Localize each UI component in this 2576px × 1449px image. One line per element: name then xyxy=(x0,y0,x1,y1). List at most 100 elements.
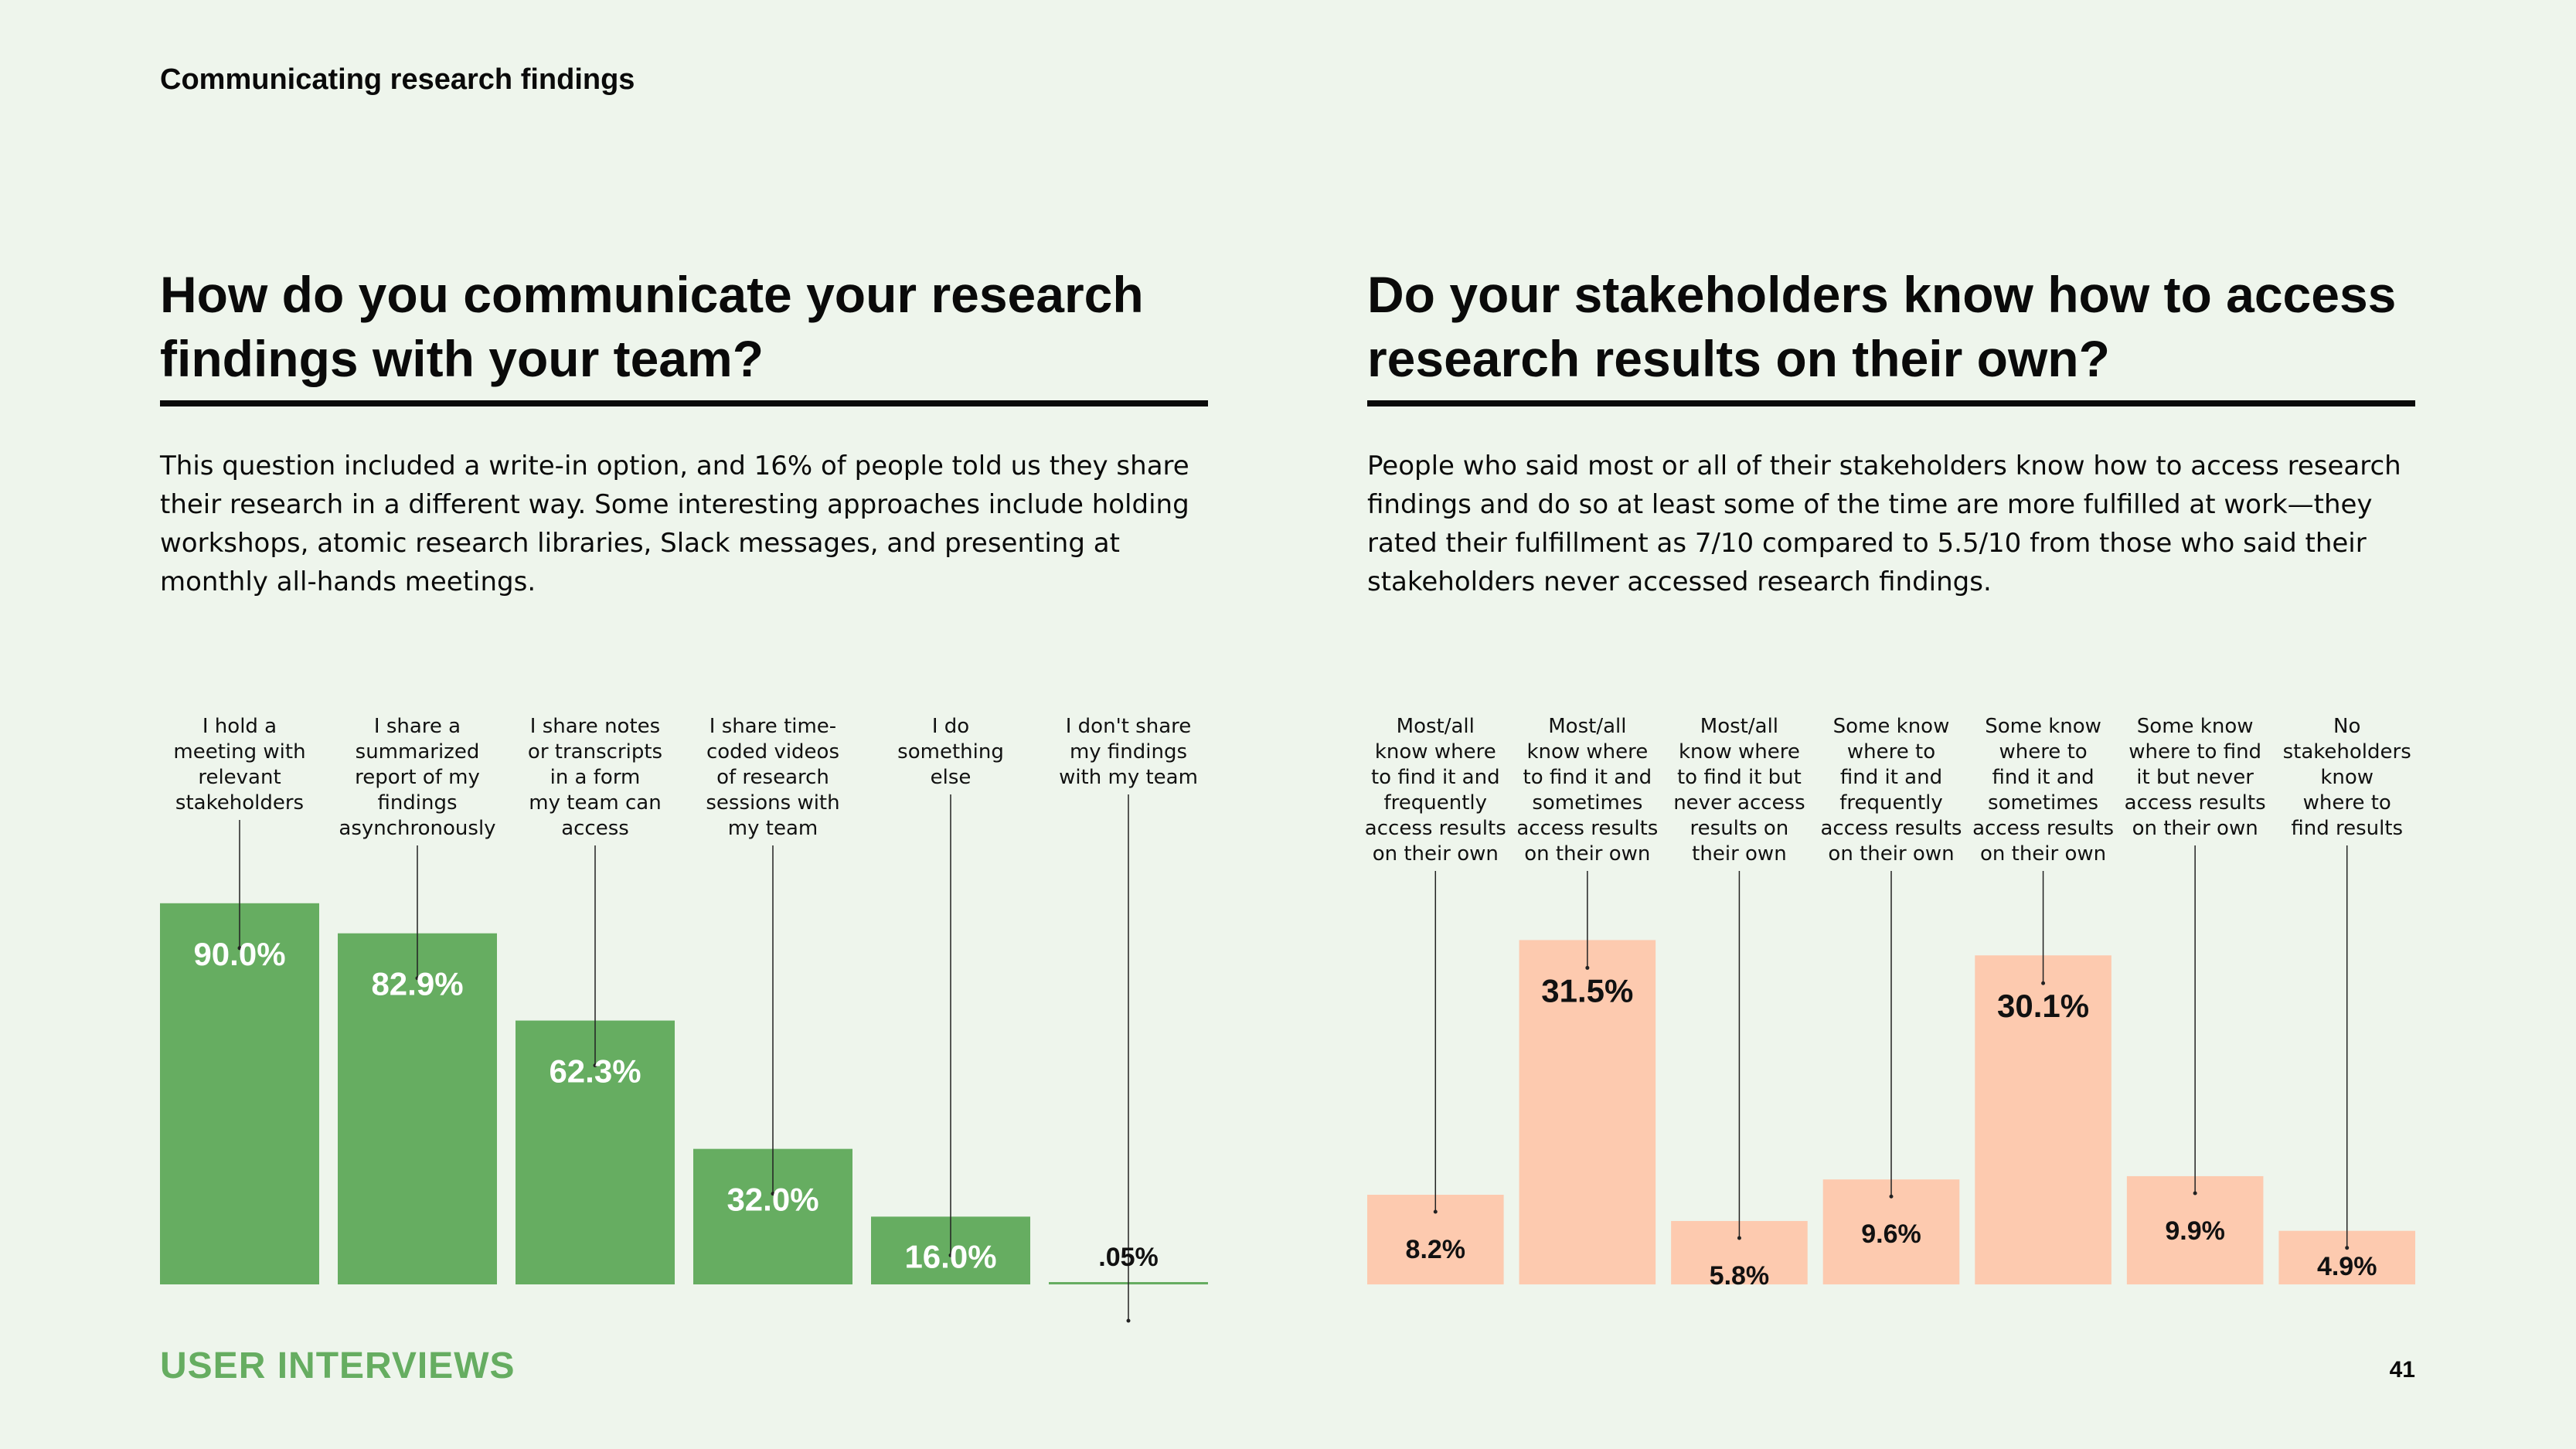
category-label: frequently xyxy=(1384,791,1488,815)
category-label: stakeholders xyxy=(2283,740,2411,764)
category-label: stakeholders xyxy=(175,791,304,815)
category-label: Some know xyxy=(1833,715,1950,738)
data-label: .05% xyxy=(1098,1243,1159,1272)
category-label: on their own xyxy=(1828,842,1954,866)
category-label: where to xyxy=(2303,791,2391,815)
category-label: where to find xyxy=(2129,740,2261,764)
category-label: on their own xyxy=(1524,842,1650,866)
bar xyxy=(1519,940,1656,1284)
pointer-dot xyxy=(1433,1209,1438,1214)
data-label: 9.9% xyxy=(2165,1216,2225,1246)
right-heading-rule xyxy=(1367,400,2415,406)
category-label: sessions with xyxy=(706,791,839,815)
category-label: I hold a xyxy=(202,715,277,738)
section-label: Communicating research findings xyxy=(160,63,635,96)
pointer-dot xyxy=(237,946,242,951)
category-label: it but never xyxy=(2136,766,2254,789)
category-label: I share time- xyxy=(710,715,836,738)
bar xyxy=(1975,955,2112,1284)
category-label: where to xyxy=(1999,740,2087,764)
category-label: where to xyxy=(1847,740,1935,764)
data-label: 16.0% xyxy=(904,1239,996,1275)
pointer-dot xyxy=(948,1253,953,1257)
left-heading-rule xyxy=(160,400,1208,406)
category-label: on their own xyxy=(2132,817,2258,840)
bar xyxy=(160,903,319,1284)
pointer-dot xyxy=(2193,1191,2197,1196)
pointer-dot xyxy=(2041,981,2046,985)
category-label: never access xyxy=(1673,791,1805,815)
category-label: frequently xyxy=(1839,791,1943,815)
pointer-dot xyxy=(771,1192,775,1196)
category-label: else xyxy=(931,766,972,789)
category-label: meeting with xyxy=(173,740,305,764)
category-label: to find it and xyxy=(1523,766,1652,789)
category-label: my findings xyxy=(1070,740,1187,764)
category-label: to find it but xyxy=(1677,766,1802,789)
category-label: know xyxy=(2320,766,2374,789)
category-label: access results xyxy=(1365,817,1506,840)
category-label: sometimes xyxy=(1532,791,1642,815)
category-label: relevant xyxy=(198,766,281,789)
category-label: access results xyxy=(1972,817,2114,840)
category-label: know where xyxy=(1375,740,1496,764)
category-label: my team xyxy=(728,817,818,840)
left-description: This question included a write-in option… xyxy=(160,451,1189,597)
category-label: Some know xyxy=(1985,715,2101,738)
category-label: know where xyxy=(1679,740,1800,764)
pointer-dot xyxy=(1126,1318,1131,1323)
category-label: I don't share xyxy=(1066,715,1192,738)
category-label: my team can xyxy=(529,791,661,815)
communication-methods-chart: I hold a meeting with relevant stakeholders… xyxy=(160,711,1208,1323)
right-question-heading: Do your stakeholders know how to access … xyxy=(1367,266,2397,387)
category-label: No xyxy=(2333,715,2360,738)
data-label: 9.6% xyxy=(1861,1219,1921,1249)
data-label: 32.0% xyxy=(727,1182,818,1218)
pointer-dot xyxy=(593,1063,597,1068)
bar xyxy=(338,933,497,1284)
pointer-dot xyxy=(1585,965,1590,970)
stakeholder-access-chart: Most/all know where to find it and frequent… xyxy=(1365,711,2415,1291)
brand-logo-text: USER INTERVIEWS xyxy=(160,1345,516,1386)
category-label: something xyxy=(897,740,1004,764)
category-label: Most/all xyxy=(1397,715,1475,738)
right-description: People who said most or all of their sta… xyxy=(1367,451,2401,597)
category-label: or transcripts xyxy=(528,740,662,764)
left-column: How do you communicate your research fin… xyxy=(160,263,1208,628)
data-label: 82.9% xyxy=(371,966,463,1002)
category-label: find it and xyxy=(1840,766,1942,789)
category-label: Most/all xyxy=(1700,715,1778,738)
category-label: access xyxy=(561,817,629,840)
category-label: report of my xyxy=(355,766,480,789)
category-label: access results xyxy=(2125,791,2266,815)
right-column: Do your stakeholders know how to access … xyxy=(1367,263,2415,628)
pointer-dot xyxy=(1737,1236,1741,1240)
category-label: summarized xyxy=(356,740,480,764)
category-label: I share notes xyxy=(530,715,660,738)
left-question-heading: How do you communicate your research fin… xyxy=(160,266,1144,387)
category-label: to find it and xyxy=(1371,766,1500,789)
category-label: access results xyxy=(1516,817,1658,840)
pointer-dot xyxy=(2345,1246,2350,1250)
category-label: sometimes xyxy=(1988,791,2098,815)
data-label: 5.8% xyxy=(1710,1261,1770,1291)
category-label: Some know xyxy=(2137,715,2254,738)
data-label: 4.9% xyxy=(2317,1252,2377,1281)
category-label: on their own xyxy=(1373,842,1499,866)
data-label: 30.1% xyxy=(1997,988,2089,1024)
category-label: I share a xyxy=(374,715,461,738)
pointer-dot xyxy=(415,976,420,981)
category-label: know where xyxy=(1526,740,1648,764)
category-label: on their own xyxy=(1980,842,2106,866)
category-label: their own xyxy=(1692,842,1787,866)
category-label: of research xyxy=(716,766,829,789)
data-label: 8.2% xyxy=(1406,1235,1466,1264)
page-number: 41 xyxy=(2389,1357,2415,1383)
category-label: find results xyxy=(2291,817,2403,840)
category-label: access results xyxy=(1821,817,1962,840)
category-label: find it and xyxy=(1992,766,2094,789)
data-label: 90.0% xyxy=(193,936,285,972)
data-label: 62.3% xyxy=(549,1053,641,1090)
